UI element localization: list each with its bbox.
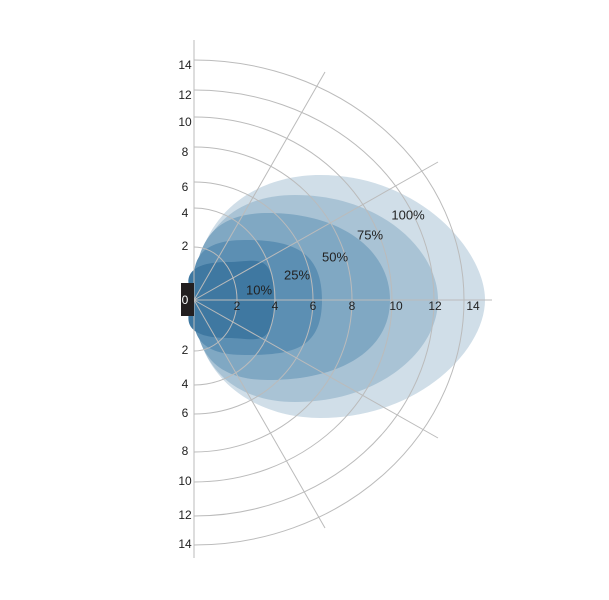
upper-label: 4 — [182, 206, 189, 220]
radial-line — [193, 71, 326, 301]
zone-label: 10% — [246, 282, 272, 297]
arc — [193, 89, 435, 517]
upper-label: 12 — [178, 88, 192, 102]
arc — [193, 146, 353, 453]
arc — [193, 246, 238, 352]
zone-label: 75% — [357, 227, 383, 242]
arc — [193, 207, 276, 386]
zones — [188, 175, 485, 418]
lower-label: 14 — [178, 537, 192, 551]
lamp — [181, 283, 194, 316]
x-label: 14 — [466, 299, 480, 313]
lower-label: 12 — [178, 508, 192, 522]
x-label: 12 — [428, 299, 442, 313]
radial-line — [193, 161, 439, 301]
arc — [193, 116, 393, 483]
zone-label: 50% — [322, 249, 348, 264]
grid — [193, 40, 492, 558]
upper-label: 6 — [182, 180, 189, 194]
upper-label: 10 — [178, 115, 192, 129]
lower-label: 4 — [182, 377, 189, 391]
lower-label: 10 — [178, 474, 192, 488]
origin-label: 0 — [182, 293, 189, 307]
zone-label: 100% — [391, 207, 425, 222]
x-label: 6 — [310, 299, 317, 313]
upper-label: 14 — [178, 58, 192, 72]
upper-label: 8 — [182, 145, 189, 159]
radial-line — [193, 299, 326, 529]
upper-label: 2 — [182, 239, 189, 253]
lower-label: 6 — [182, 406, 189, 420]
zone-label: 25% — [284, 267, 310, 282]
arc — [193, 181, 314, 415]
lower-label: 8 — [182, 444, 189, 458]
arc — [193, 59, 465, 546]
x-label: 10 — [389, 299, 403, 313]
x-label: 2 — [234, 299, 241, 313]
x-label: 8 — [349, 299, 356, 313]
x-label: 4 — [272, 299, 279, 313]
lower-label: 2 — [182, 343, 189, 357]
